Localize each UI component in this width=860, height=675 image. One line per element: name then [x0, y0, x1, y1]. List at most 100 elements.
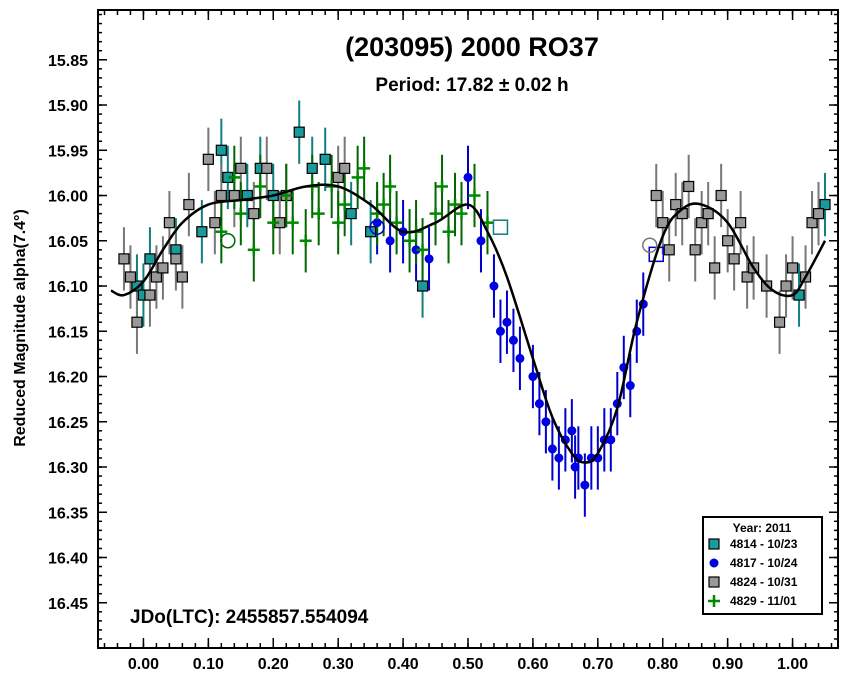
y-tick-label: 16.15	[48, 324, 88, 341]
data-point	[144, 253, 156, 265]
legend-marker	[708, 576, 720, 588]
y-tick-label: 15.85	[48, 53, 88, 70]
data-point	[351, 171, 364, 184]
legend: Year: 2011 4814 - 10/23 4817 - 10/24 4824 …	[702, 516, 823, 615]
data-point	[377, 198, 390, 211]
x-tick-label: 0.80	[647, 656, 678, 673]
x-tick-label: 0.10	[193, 656, 224, 673]
legend-item: 4814 - 10/23	[708, 537, 798, 551]
data-point	[567, 426, 577, 436]
legend-marker	[708, 595, 720, 607]
data-point	[385, 236, 395, 246]
data-point	[806, 217, 818, 229]
data-point	[384, 180, 397, 193]
data-point	[267, 216, 280, 229]
data-point	[183, 198, 195, 211]
data-point	[670, 198, 682, 211]
data-point	[202, 153, 214, 165]
y-tick-label: 16.30	[48, 460, 88, 477]
data-point	[489, 281, 499, 291]
legend-label: 4824 - 10/31	[730, 575, 798, 589]
data-point	[131, 280, 143, 292]
data-point	[299, 234, 312, 247]
data-point	[403, 234, 416, 247]
x-tick-label: 0.60	[517, 656, 548, 673]
data-point	[416, 280, 429, 292]
data-point	[241, 189, 253, 202]
data-point	[722, 235, 734, 247]
data-point	[261, 162, 273, 174]
data-point	[476, 236, 486, 246]
legend-box	[702, 516, 823, 615]
x-tick-label: 0.50	[452, 656, 483, 673]
data-point	[293, 126, 305, 138]
highlighted-point	[492, 219, 509, 235]
data-point	[215, 225, 228, 238]
data-point	[570, 462, 580, 472]
highlighted-point	[369, 219, 385, 235]
y-tick-label: 16.10	[48, 279, 88, 296]
data-point	[332, 216, 345, 229]
data-point	[663, 244, 675, 256]
data-point	[436, 180, 449, 193]
plot-area: 15.85 15.90 15.95 16.00 16.05 16.10 16.15 16.20…	[48, 9, 839, 673]
data-point	[547, 444, 557, 454]
data-point	[118, 253, 130, 265]
data-point	[332, 171, 344, 184]
data-point	[163, 217, 176, 229]
data-point	[502, 317, 512, 327]
data-point	[228, 189, 240, 202]
data-point	[696, 217, 708, 229]
data-point	[319, 153, 331, 165]
y-tick-label: 16.25	[48, 415, 88, 432]
x-tick-label: 0.30	[323, 656, 354, 673]
data-point	[515, 353, 525, 363]
markers-4817-10-24	[372, 172, 648, 490]
data-point	[416, 243, 429, 256]
x-tick-label: 0.00	[128, 656, 159, 673]
data-point	[170, 253, 182, 265]
data-point	[455, 207, 468, 220]
legend-label: 4829 - 11/01	[730, 594, 797, 608]
data-point	[463, 172, 473, 182]
legend-marker	[708, 538, 720, 550]
data-point	[534, 399, 544, 409]
data-point	[741, 271, 753, 283]
data-point	[715, 189, 727, 202]
data-point	[780, 280, 792, 292]
data-point	[131, 316, 143, 328]
data-point	[495, 326, 505, 336]
data-point	[248, 208, 260, 220]
data-point	[215, 189, 227, 202]
data-point	[442, 225, 455, 238]
data-point	[235, 162, 247, 174]
data-point	[144, 289, 156, 301]
y-tick-label: 16.45	[48, 596, 88, 613]
y-tick-label: 15.95	[48, 143, 88, 160]
y-tick-label: 16.05	[48, 234, 88, 251]
y-tick-label: 15.90	[48, 98, 88, 115]
data-point	[358, 162, 371, 175]
data-point	[554, 453, 564, 463]
data-point	[606, 435, 616, 445]
data-point	[254, 180, 267, 193]
data-point	[657, 217, 669, 229]
highlighted-point	[220, 233, 236, 249]
x-tick-label: 0.40	[388, 656, 419, 673]
chart-subtitle: Period: 17.82 ± 0.02 h	[375, 75, 568, 96]
data-point	[689, 244, 701, 256]
data-point	[234, 207, 247, 220]
data-point	[625, 381, 635, 391]
legend-title: Year: 2011	[733, 521, 792, 535]
data-point	[773, 316, 786, 328]
data-point	[650, 189, 662, 202]
legend-item: 4829 - 11/01	[708, 594, 797, 608]
data-point	[709, 262, 721, 274]
data-point	[150, 271, 163, 283]
data-point	[702, 208, 714, 220]
data-point	[306, 162, 318, 174]
data-point	[338, 198, 351, 211]
data-point	[468, 189, 481, 202]
